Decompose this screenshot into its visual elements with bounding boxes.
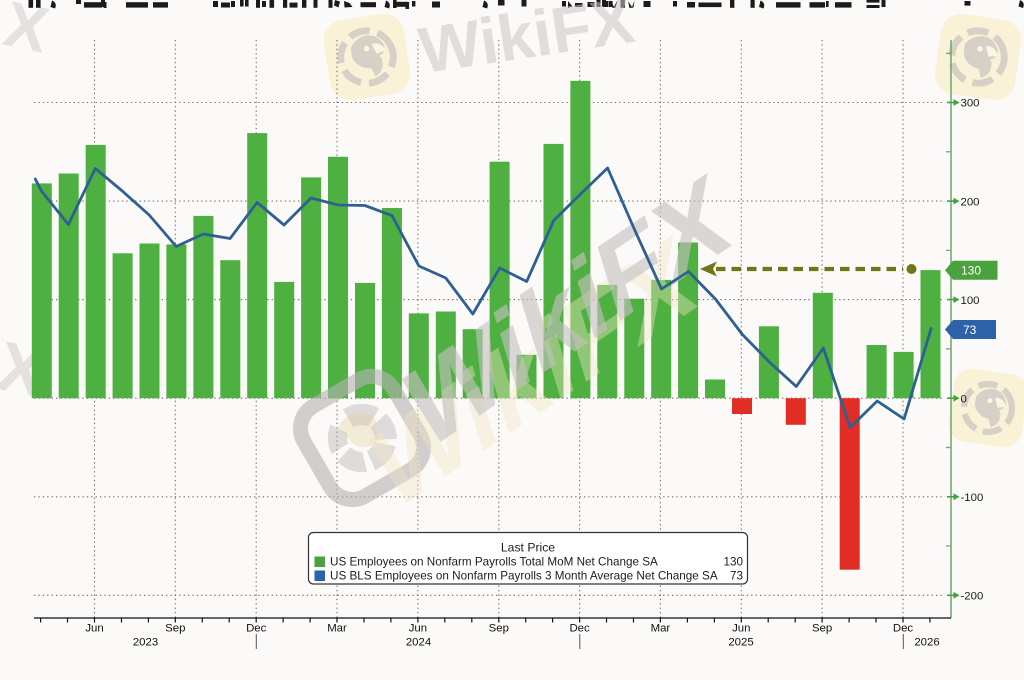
- svg-text:2025: 2025: [728, 637, 753, 649]
- svg-text:130: 130: [961, 264, 981, 278]
- svg-text:Mar: Mar: [651, 623, 671, 635]
- svg-text:Sep: Sep: [489, 623, 509, 635]
- svg-text:0: 0: [961, 393, 967, 405]
- svg-text:Jun: Jun: [732, 623, 750, 635]
- svg-text:100: 100: [961, 295, 980, 307]
- svg-text:US Employees on Nonfarm Payrol: US Employees on Nonfarm Payrolls Total M…: [330, 556, 658, 569]
- svg-text:-200: -200: [961, 591, 984, 603]
- svg-text:73: 73: [730, 570, 743, 583]
- svg-text:300: 300: [961, 98, 980, 110]
- svg-text:Jun: Jun: [409, 623, 427, 635]
- svg-text:Dec: Dec: [569, 623, 590, 635]
- svg-text:Sep: Sep: [165, 623, 185, 635]
- svg-text:Dec: Dec: [893, 623, 914, 635]
- svg-text:Sep: Sep: [812, 623, 832, 635]
- svg-text:200: 200: [961, 196, 980, 208]
- svg-text:2023: 2023: [133, 637, 158, 649]
- svg-text:Jun: Jun: [85, 623, 103, 635]
- svg-text:Last Price: Last Price: [501, 541, 555, 555]
- svg-text:73: 73: [963, 323, 977, 337]
- svg-text:130: 130: [723, 556, 743, 569]
- svg-text:US BLS Employees on Nonfarm Pa: US BLS Employees on Nonfarm Payrolls 3 M…: [330, 570, 718, 583]
- svg-text:2024: 2024: [406, 637, 431, 649]
- svg-text:Mar: Mar: [327, 623, 347, 635]
- svg-text:Dec: Dec: [246, 623, 267, 635]
- svg-text:2026: 2026: [914, 637, 939, 649]
- svg-text:-100: -100: [961, 492, 984, 504]
